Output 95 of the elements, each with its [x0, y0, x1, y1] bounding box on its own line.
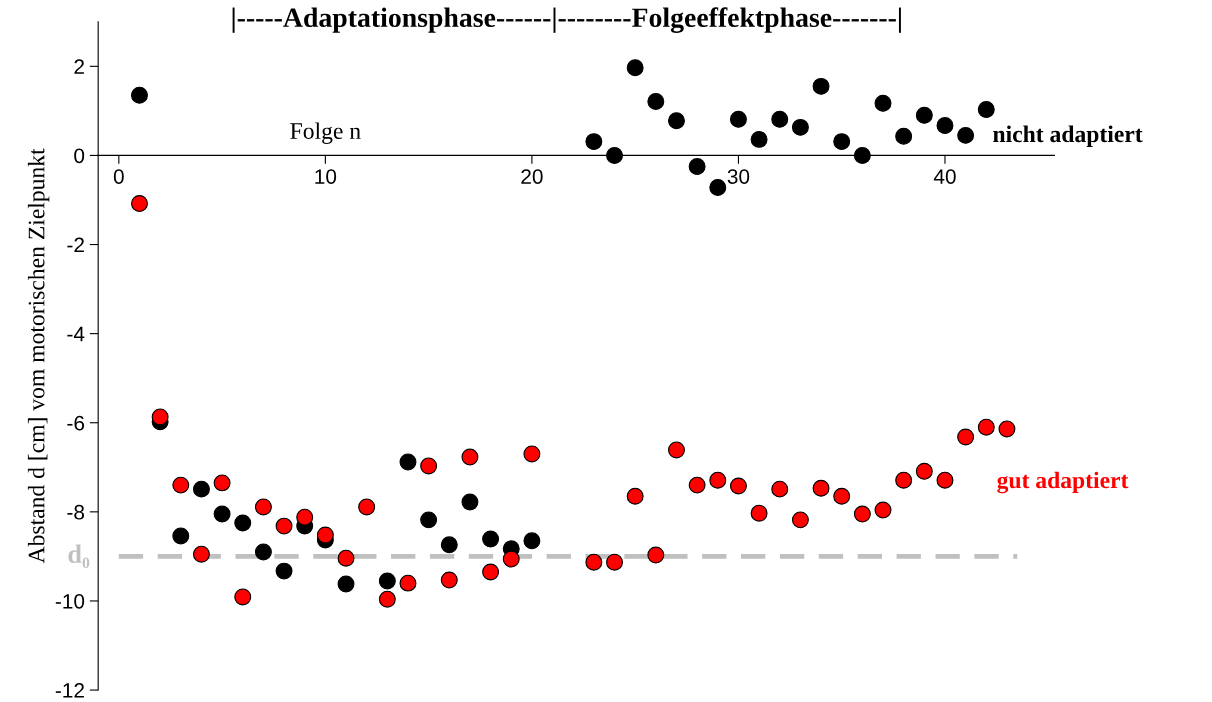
point [729, 110, 747, 128]
point [461, 448, 479, 466]
point [936, 117, 954, 135]
point [254, 543, 272, 561]
y-axis-title: Abstand d [cm] vom motorischen Zielpunkt [27, 148, 50, 564]
point [585, 133, 603, 151]
point [895, 127, 913, 145]
series-label: nicht adaptiert [993, 125, 1143, 147]
point [957, 126, 975, 144]
point [275, 562, 293, 580]
point [626, 487, 644, 505]
x-axis-title: Folge n [290, 122, 361, 144]
x-tick-label: 20 [521, 169, 543, 184]
point [833, 487, 851, 505]
point [688, 158, 706, 176]
point [812, 479, 830, 497]
point [420, 511, 438, 529]
y-tick-label: 2 [74, 59, 84, 74]
point [977, 101, 995, 119]
point [709, 471, 727, 489]
point [482, 530, 500, 548]
point [729, 477, 747, 495]
point [688, 476, 706, 494]
point [771, 480, 789, 498]
point [358, 498, 376, 516]
point [461, 493, 479, 511]
point [668, 112, 685, 130]
x-tick-label: 10 [315, 169, 337, 184]
point [606, 146, 623, 164]
point [172, 476, 190, 494]
point [709, 179, 727, 196]
ref-line-label: d₀ [68, 544, 90, 569]
point [853, 505, 871, 523]
point [750, 130, 768, 148]
point [874, 94, 892, 112]
y-tick-label: -12 [55, 683, 84, 698]
series-label: gut adaptiert [997, 471, 1129, 494]
point [440, 571, 458, 589]
point [378, 590, 396, 608]
point [606, 553, 623, 571]
point [523, 532, 541, 550]
point [771, 110, 789, 128]
point [213, 474, 231, 492]
point [420, 457, 438, 475]
point [192, 480, 210, 498]
x-tick-label: 0 [113, 169, 124, 184]
point [668, 441, 685, 459]
point [151, 408, 169, 426]
point [337, 575, 355, 593]
point [502, 550, 520, 568]
point [399, 453, 417, 471]
point [853, 146, 871, 164]
y-tick-label: -10 [55, 593, 85, 609]
point [275, 517, 293, 535]
point [874, 501, 892, 519]
x-tick-label: 40 [933, 169, 956, 184]
point [316, 526, 334, 544]
point [254, 498, 272, 516]
point [482, 563, 500, 581]
point [936, 471, 954, 489]
point [234, 514, 252, 532]
point [172, 527, 190, 545]
point [585, 553, 603, 571]
point [192, 545, 210, 563]
point [234, 588, 252, 606]
point [399, 574, 417, 592]
point [998, 420, 1016, 438]
point [812, 77, 830, 95]
point [791, 118, 809, 136]
point [915, 106, 933, 124]
point [750, 504, 768, 522]
point [378, 572, 396, 590]
y-tick-label: -4 [67, 326, 85, 342]
point [523, 445, 541, 463]
y-tick-label: 0 [74, 148, 85, 164]
point [895, 471, 913, 489]
point [957, 428, 975, 446]
point [131, 195, 148, 213]
chart-title: |-----Adaptationsphase------|--------Folgeeffektphase-------| [232, 7, 901, 33]
y-tick-label: -8 [67, 504, 85, 520]
point [647, 93, 665, 110]
x-tick-label: 30 [727, 169, 750, 184]
point [977, 418, 995, 436]
point [337, 549, 355, 567]
point [131, 86, 148, 104]
point [791, 511, 809, 529]
point [440, 536, 458, 554]
point [647, 546, 665, 564]
point [915, 462, 933, 480]
point [833, 133, 851, 151]
y-tick-label: -2 [67, 237, 84, 253]
y-tick-label: -6 [67, 415, 85, 431]
point [296, 508, 314, 526]
point [626, 59, 644, 77]
point [213, 505, 231, 523]
